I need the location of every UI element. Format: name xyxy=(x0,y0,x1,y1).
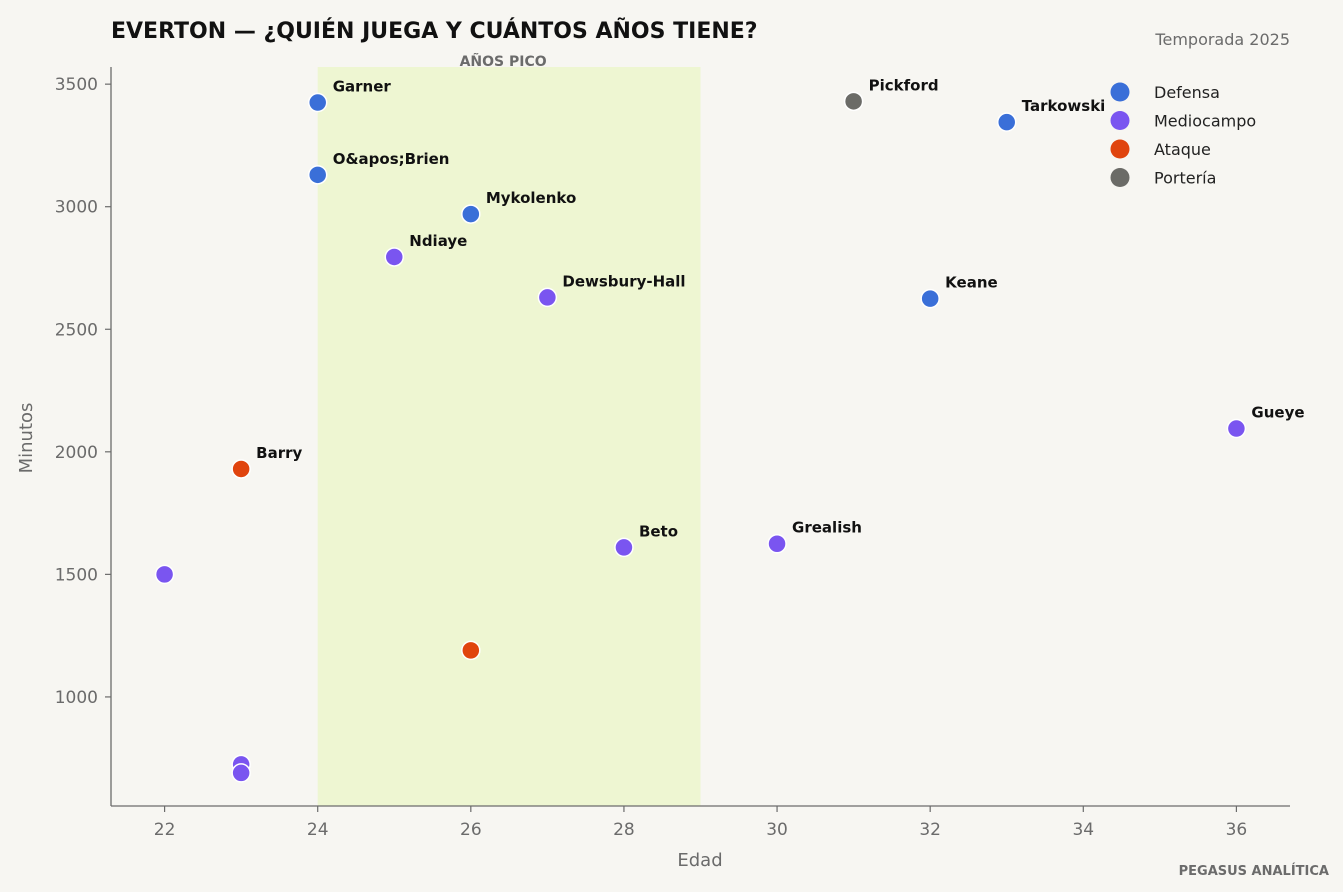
data-point xyxy=(1226,418,1247,439)
legend-label: Portería xyxy=(1154,169,1216,188)
data-point xyxy=(461,640,481,661)
x-tick-label: 30 xyxy=(766,820,788,840)
y-axis-label: Minutos xyxy=(16,403,37,474)
data-point xyxy=(920,288,940,309)
y-tick-label: 3000 xyxy=(55,198,98,218)
y-tick-label: 2000 xyxy=(55,443,98,463)
point-label: Barry xyxy=(256,444,302,462)
x-tick-label: 28 xyxy=(613,820,635,840)
x-tick-label: 32 xyxy=(919,820,941,840)
data-point xyxy=(843,91,864,112)
data-point xyxy=(537,287,558,308)
data-point xyxy=(231,763,251,783)
x-tick-label: 26 xyxy=(460,820,482,840)
legend: Defensa Mediocampo Ataque Portería xyxy=(1110,82,1256,188)
data-point xyxy=(307,165,328,185)
point-label: Ndiaye xyxy=(409,232,467,250)
x-tick-label: 36 xyxy=(1226,820,1248,840)
point-label: Grealish xyxy=(792,519,862,537)
x-axis-label: Edad xyxy=(677,850,722,871)
legend-label: Ataque xyxy=(1154,140,1211,159)
peak-years-label: AÑOS PICO xyxy=(460,53,547,70)
point-label: Mykolenko xyxy=(486,189,576,207)
y-tick-label: 1500 xyxy=(55,565,98,585)
x-tick-label: 22 xyxy=(154,820,176,840)
y-tick-label: 3500 xyxy=(55,75,98,95)
chart-title: EVERTON — ¿QUIÉN JUEGA Y CUÁNTOS AÑOS TI… xyxy=(111,18,758,44)
data-point xyxy=(231,459,251,479)
peak-years-band xyxy=(317,67,701,806)
x-ticks: 22 24 26 28 30 32 34 36 xyxy=(154,806,1247,840)
point-label: Dewsbury-Hall xyxy=(562,272,685,290)
legend-marker xyxy=(1110,82,1130,102)
point-label: Beto xyxy=(639,522,678,540)
data-point xyxy=(996,112,1017,132)
data-point xyxy=(461,204,481,224)
legend-marker xyxy=(1110,139,1130,159)
legend-marker xyxy=(1110,111,1130,130)
data-point xyxy=(384,247,405,267)
point-label: Pickford xyxy=(869,76,939,94)
x-tick-label: 34 xyxy=(1072,820,1094,840)
point-labels: Garner O&apos;Brien Mykolenko Keane Tarkowsk… xyxy=(256,76,1304,540)
legend-label: Defensa xyxy=(1154,83,1220,102)
point-label: Tarkowski xyxy=(1022,97,1106,115)
y-tick-label: 2500 xyxy=(55,320,98,340)
x-tick-label: 24 xyxy=(307,820,329,840)
y-tick-label: 1000 xyxy=(55,688,98,708)
point-label: Keane xyxy=(945,274,998,292)
point-label: Garner xyxy=(333,78,392,96)
point-label: Gueye xyxy=(1251,404,1304,422)
chart-subtitle: Temporada 2025 xyxy=(1154,30,1290,49)
legend-label: Mediocampo xyxy=(1154,112,1256,131)
data-point xyxy=(154,564,175,585)
point-label: O&apos;Brien xyxy=(333,150,450,168)
data-points xyxy=(154,91,1247,783)
legend-marker xyxy=(1110,168,1130,187)
credit-text: PEGASUS ANALÍTICA xyxy=(1179,863,1329,879)
data-point xyxy=(767,533,787,554)
data-point xyxy=(307,92,328,113)
data-point xyxy=(614,537,634,558)
y-ticks: 1000 1500 2000 2500 3000 3500 xyxy=(55,75,111,708)
